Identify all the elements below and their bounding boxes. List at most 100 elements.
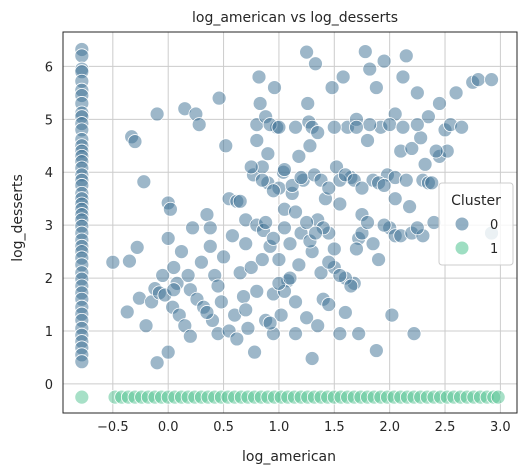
data-point-cluster-0 <box>406 326 422 342</box>
data-point-cluster-0 <box>288 294 303 310</box>
data-point-cluster-0 <box>357 44 373 59</box>
data-point-cluster-0 <box>180 268 196 283</box>
y-tick-label: 3 <box>45 219 53 234</box>
data-point-cluster-0 <box>160 344 176 360</box>
data-point-cluster-0 <box>398 48 414 64</box>
points-layer <box>74 42 506 405</box>
data-point-cluster-0 <box>243 260 259 275</box>
data-point-cluster-0 <box>335 69 351 85</box>
data-point-cluster-0 <box>299 44 315 60</box>
data-point-cluster-0 <box>288 204 303 220</box>
data-point-cluster-0 <box>343 278 359 294</box>
data-point-cluster-0 <box>326 241 342 257</box>
data-point-cluster-0 <box>262 315 278 331</box>
data-point-cluster-0 <box>155 268 171 283</box>
data-point-cluster-0 <box>354 180 370 196</box>
data-point-cluster-0 <box>166 260 182 275</box>
y-tick-label: 5 <box>45 113 53 128</box>
data-point-cluster-0 <box>129 239 145 255</box>
data-point-cluster-0 <box>199 305 215 320</box>
data-point-cluster-0 <box>119 304 135 320</box>
data-point-cluster-0 <box>448 85 464 101</box>
data-point-cluster-0 <box>249 133 265 148</box>
data-point-cluster-0 <box>202 238 218 254</box>
data-point-cluster-0 <box>404 141 420 156</box>
data-point-cluster-0 <box>243 159 259 175</box>
data-point-cluster-0 <box>376 178 392 193</box>
data-point-cluster-0 <box>254 172 270 188</box>
data-point-cluster-0 <box>163 201 178 217</box>
data-point-cluster-0 <box>304 351 320 366</box>
data-point-cluster-0 <box>265 230 281 246</box>
data-point-cluster-0 <box>424 175 440 191</box>
data-point-cluster-0 <box>277 162 292 177</box>
data-point-cluster-0 <box>376 53 392 69</box>
plot-frame <box>62 31 518 414</box>
data-point-cluster-1 <box>490 389 506 405</box>
data-point-cluster-1 <box>74 389 90 405</box>
data-point-cluster-0 <box>74 48 90 64</box>
legend-marker-cluster-1 <box>454 240 470 256</box>
data-point-cluster-0 <box>428 143 444 159</box>
x-tick-label: 0.0 <box>158 420 179 435</box>
x-tick-labels: −0.5 0.0 0.5 1.0 1.5 2.0 2.5 3.0 <box>97 420 511 435</box>
data-point-cluster-0 <box>360 215 375 230</box>
legend-title: Cluster <box>451 193 501 209</box>
data-point-cluster-0 <box>191 117 207 133</box>
chart-title: log_american vs log_desserts <box>192 10 398 26</box>
data-point-cluster-0 <box>240 320 256 336</box>
data-point-cluster-0 <box>376 217 392 233</box>
data-point-cluster-0 <box>149 355 165 371</box>
data-point-cluster-0 <box>291 257 307 273</box>
data-point-cluster-0 <box>267 80 282 95</box>
data-point-cluster-0 <box>326 119 342 135</box>
data-point-cluster-0 <box>236 289 251 304</box>
data-point-cluster-0 <box>332 268 348 283</box>
data-point-cluster-0 <box>402 199 417 215</box>
data-point-cluster-0 <box>362 61 378 77</box>
data-point-cluster-0 <box>271 119 287 135</box>
x-tick-label: 2.0 <box>379 420 400 435</box>
data-point-cluster-0 <box>149 106 165 122</box>
data-point-cluster-0 <box>360 133 375 148</box>
data-point-cluster-0 <box>122 253 137 269</box>
data-point-cluster-0 <box>310 125 326 140</box>
legend-marker-cluster-0 <box>454 216 470 232</box>
data-point-cluster-0 <box>293 170 309 185</box>
data-point-cluster-0 <box>409 85 425 101</box>
data-point-cluster-0 <box>409 220 425 236</box>
y-tick-label: 2 <box>45 272 53 287</box>
data-point-cluster-0 <box>349 119 364 135</box>
data-point-cluster-0 <box>398 172 414 188</box>
data-point-cluster-0 <box>395 69 411 85</box>
data-point-cluster-0 <box>417 156 433 172</box>
data-point-cluster-0 <box>105 254 121 270</box>
data-point-cluster-0 <box>216 249 231 265</box>
data-point-cluster-0 <box>291 148 307 164</box>
data-point-cluster-0 <box>213 294 229 310</box>
data-point-cluster-0 <box>337 305 353 320</box>
x-tick-label: 3.0 <box>490 420 511 435</box>
legend: Cluster 0 1 <box>438 182 514 266</box>
data-point-cluster-0 <box>277 220 292 236</box>
data-point-cluster-0 <box>349 241 364 257</box>
data-point-cluster-0 <box>368 343 384 358</box>
data-point-cluster-0 <box>409 117 425 133</box>
x-tick-label: 0.5 <box>213 420 234 435</box>
data-point-cluster-0 <box>368 80 384 95</box>
x-tick-label: 1.5 <box>324 420 345 435</box>
data-point-cluster-0 <box>332 326 348 342</box>
data-point-cluster-0 <box>265 183 281 199</box>
x-axis-label: log_american <box>242 449 336 465</box>
data-point-cluster-0 <box>365 236 381 252</box>
data-point-cluster-0 <box>238 302 254 318</box>
data-point-cluster-0 <box>421 109 436 125</box>
data-point-cluster-0 <box>273 307 289 323</box>
data-point-cluster-0 <box>321 297 337 312</box>
data-point-cluster-0 <box>384 307 400 323</box>
data-point-cluster-0 <box>310 318 326 334</box>
data-point-cluster-0 <box>321 254 337 270</box>
x-tick-label: 1.0 <box>269 420 290 435</box>
data-point-cluster-0 <box>395 119 411 135</box>
